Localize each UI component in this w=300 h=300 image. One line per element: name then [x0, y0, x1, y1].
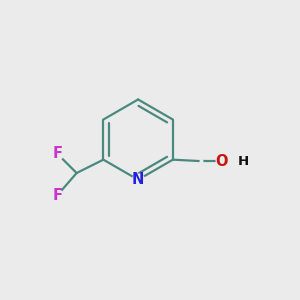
Text: F: F [52, 188, 62, 203]
Text: F: F [52, 146, 62, 161]
Text: H: H [238, 154, 249, 168]
Text: N: N [132, 172, 144, 187]
Text: O: O [216, 154, 228, 169]
